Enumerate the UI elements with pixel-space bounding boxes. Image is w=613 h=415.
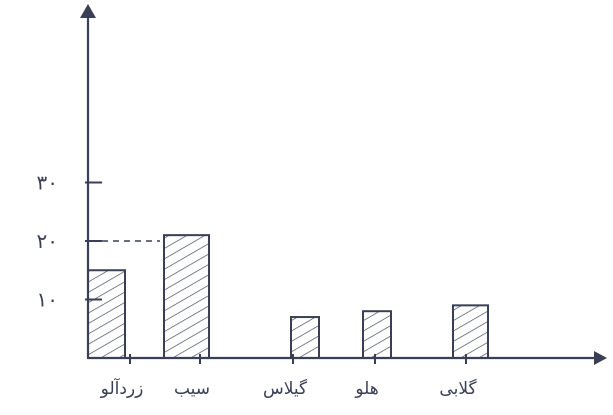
bars: [87, 234, 489, 364]
y-tick-label: ۱۰: [37, 288, 58, 312]
bar-outline: [452, 304, 489, 360]
bar-fill: [291, 317, 319, 358]
y-ticks: ۱۰ ۲۰ ۳۰: [37, 171, 102, 312]
y-tick-label: ۳۰: [37, 171, 58, 195]
bar-outline: [290, 316, 320, 359]
bar-fill: [453, 305, 488, 358]
category-labels: زردآلو سیب گیلاس هلو گلابی: [100, 377, 478, 399]
axes: [80, 4, 607, 365]
y-axis-arrow: [80, 4, 96, 18]
category-label: هلو: [354, 379, 378, 399]
bar-outline: [163, 234, 210, 359]
bar: [362, 310, 392, 360]
bar-fill: [363, 311, 391, 358]
x-axis-arrow: [594, 351, 607, 365]
bar-fill: [88, 270, 125, 358]
bar-outline: [362, 310, 392, 360]
y-tick-label: ۲۰: [37, 229, 58, 253]
bar: [163, 234, 210, 359]
bar: [87, 269, 126, 359]
bar: [290, 316, 320, 359]
bar: [452, 304, 489, 360]
bar-outline: [87, 269, 126, 359]
category-label: سیب: [174, 379, 210, 399]
bar-fill: [164, 235, 209, 358]
category-label: زردآلو: [100, 377, 144, 399]
category-label: گیلاس: [263, 378, 308, 399]
category-label: گلابی: [439, 378, 477, 399]
